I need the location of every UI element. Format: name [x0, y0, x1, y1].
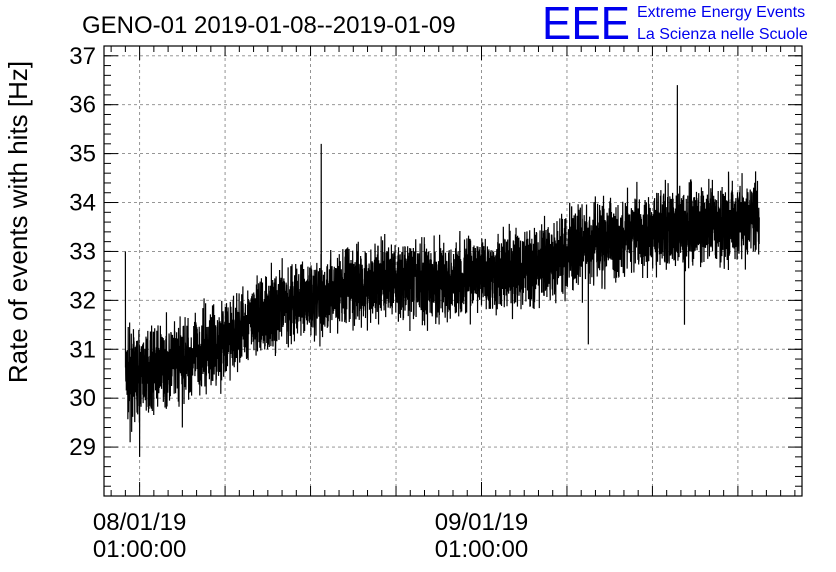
y-tick-label: 37: [69, 43, 96, 70]
eee-logo-line2: La Scienza nelle Scuole: [637, 26, 808, 43]
y-tick-label: 35: [69, 141, 96, 168]
eee-logo-mark: EEE: [542, 0, 630, 49]
y-tick-label: 33: [69, 238, 96, 265]
axis-ticks: [104, 45, 802, 497]
y-tick-label: 34: [69, 190, 96, 217]
rate-series-line: [124, 85, 760, 457]
eee-logo-line1: Extreme Energy Events: [637, 4, 805, 21]
y-tick-label: 30: [69, 385, 96, 412]
y-tick-label: 29: [69, 434, 96, 461]
eee-logo: EEE Extreme Energy Events La Scienza nel…: [542, 0, 808, 49]
series-layer: [124, 85, 760, 457]
x-tick-label-date: 09/01/19: [435, 509, 528, 536]
tick-labels: 29303132333435363708/01/1901:00:0009/01/…: [69, 43, 528, 563]
y-tick-label: 36: [69, 92, 96, 119]
x-tick-label-date: 08/01/19: [93, 509, 186, 536]
x-tick-label-time: 01:00:00: [93, 536, 186, 563]
y-axis-title: Rate of events with hits [Hz]: [3, 61, 33, 383]
y-tick-label: 32: [69, 287, 96, 314]
chart-title: GENO-01 2019-01-08--2019-01-09: [82, 12, 456, 39]
y-tick-label: 31: [69, 336, 96, 363]
grid-lines: [104, 46, 802, 496]
x-tick-label-time: 01:00:00: [435, 536, 528, 563]
